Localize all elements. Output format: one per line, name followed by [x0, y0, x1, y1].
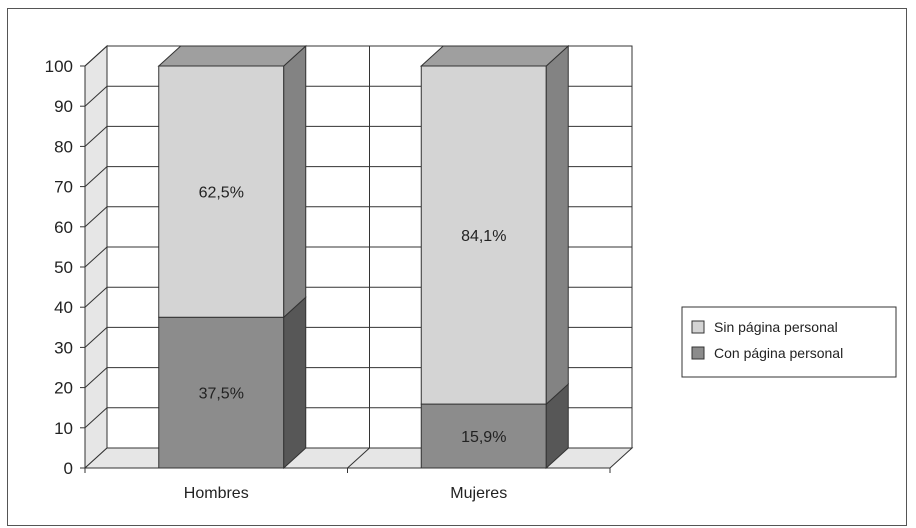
legend-swatch: [691, 320, 705, 334]
gridline-side: [84, 126, 108, 147]
bar-side-hombres-series-0: [283, 296, 307, 470]
data-label: 84,1%: [461, 228, 506, 245]
data-label: 37,5%: [199, 386, 244, 403]
bar-hombres-series-0: [158, 316, 285, 469]
y-tick-label: 30: [54, 338, 73, 357]
x-category-label: Hombres: [184, 485, 249, 502]
data-label: 62,5%: [199, 185, 244, 202]
legend-swatch: [691, 346, 705, 360]
bar-side-mujeres-series-1: [545, 44, 569, 406]
y-tick-label: 90: [54, 97, 73, 116]
bar-side-hombres-series-1: [283, 44, 307, 319]
x-category-label: Mujeres: [450, 485, 507, 502]
bar-top-hombres: [157, 45, 308, 67]
y-tick-label: 10: [54, 419, 73, 438]
bar-top-mujeres: [419, 45, 570, 67]
y-tick-label: 50: [54, 258, 73, 277]
y-tick-label: 60: [54, 218, 73, 237]
data-label: 15,9%: [461, 429, 506, 446]
y-tick-label: 40: [54, 298, 73, 317]
gridline-side: [84, 206, 108, 228]
gridline-side: [84, 85, 108, 107]
legend-label: Con página personal: [714, 345, 843, 361]
y-tick-label: 70: [54, 178, 73, 197]
gridline-side: [84, 367, 108, 388]
gridline-side: [84, 407, 108, 429]
legend-label: Sin página personal: [714, 319, 838, 335]
floor-divider: [347, 447, 370, 469]
y-tick-label: 0: [64, 459, 73, 478]
y-tick-label: 80: [54, 137, 73, 156]
y-tick-label: 20: [54, 379, 73, 398]
y-tick-label: 100: [45, 57, 73, 76]
gridline-side: [84, 246, 108, 268]
gridline-side: [84, 327, 108, 348]
gridline-side: [84, 166, 108, 187]
bar-mujeres-series-1: [420, 65, 547, 405]
legend: [681, 306, 897, 378]
gridline-side: [84, 45, 108, 67]
gridline-side: [84, 286, 108, 308]
